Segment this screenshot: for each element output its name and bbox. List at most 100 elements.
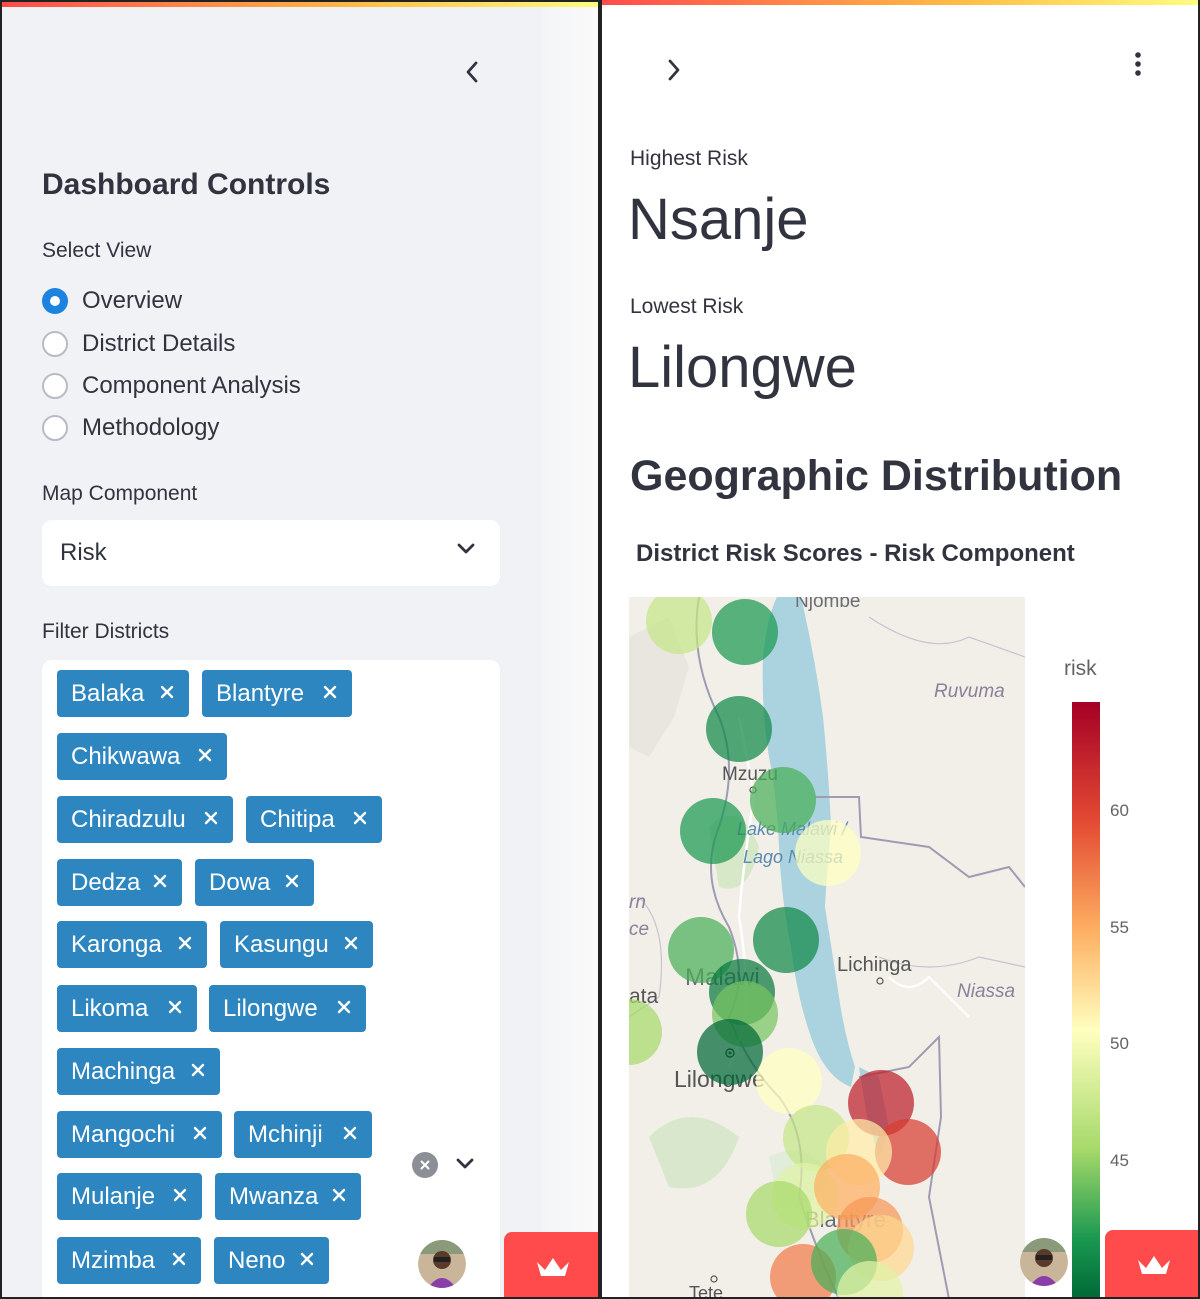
avatar[interactable] xyxy=(418,1240,466,1288)
select-value: Risk xyxy=(60,539,107,566)
district-chip[interactable]: Blantyre xyxy=(202,670,352,717)
close-icon[interactable] xyxy=(334,997,354,1017)
lowest-risk-label: Lowest Risk xyxy=(630,295,744,318)
main-panel: Highest Risk Nsanje Lowest Risk Lilongwe… xyxy=(602,0,1200,1299)
district-marker[interactable] xyxy=(629,999,662,1065)
district-marker[interactable] xyxy=(746,1181,812,1247)
close-icon[interactable] xyxy=(201,808,221,828)
lowest-risk-value: Lilongwe xyxy=(628,335,857,400)
district-chip[interactable]: Karonga xyxy=(57,921,207,968)
deploy-button[interactable] xyxy=(504,1232,598,1297)
radio-unselected-icon xyxy=(42,373,68,399)
close-icon[interactable] xyxy=(150,871,170,891)
close-icon[interactable] xyxy=(169,1249,189,1269)
district-chip[interactable]: Mwanza xyxy=(215,1173,361,1220)
district-chip[interactable]: Mchinji xyxy=(234,1111,372,1158)
district-chip[interactable]: Machinga xyxy=(57,1048,220,1095)
district-chip[interactable]: Likoma xyxy=(57,985,197,1032)
colorbar-tick: 45 xyxy=(1110,1151,1129,1170)
chevron-left-icon xyxy=(466,61,478,83)
district-marker[interactable] xyxy=(753,907,819,973)
radio-label: Methodology xyxy=(82,414,220,441)
radio-overview[interactable]: Overview xyxy=(42,286,182,316)
close-icon[interactable] xyxy=(340,1123,360,1143)
district-chip[interactable]: Dedza xyxy=(57,859,182,906)
chip-label: Lilongwe xyxy=(223,994,318,1022)
chip-label: Dedza xyxy=(71,868,141,896)
chip-label: Mulanje xyxy=(71,1182,156,1210)
sidebar: Dashboard Controls Select View Overview … xyxy=(0,0,600,1299)
deploy-button[interactable] xyxy=(1105,1230,1198,1297)
district-marker[interactable] xyxy=(756,1048,822,1114)
colorbar xyxy=(1072,702,1100,1297)
district-chip[interactable]: Balaka xyxy=(57,670,189,717)
chip-label: Kasungu xyxy=(234,930,329,958)
district-chip[interactable]: Mangochi xyxy=(57,1111,222,1158)
district-marker[interactable] xyxy=(680,798,746,864)
close-icon[interactable] xyxy=(320,682,340,702)
close-icon[interactable] xyxy=(165,997,185,1017)
highest-risk-label: Highest Risk xyxy=(630,147,748,170)
district-chip[interactable]: Lilongwe xyxy=(209,985,366,1032)
region-border xyxy=(868,616,1025,658)
clear-all-icon[interactable] xyxy=(412,1152,438,1178)
district-chip[interactable]: Chiradzulu xyxy=(57,796,233,843)
close-icon[interactable] xyxy=(188,1060,208,1080)
map-label-edge: rn xyxy=(629,892,646,913)
sidebar-edge-shade xyxy=(542,2,598,1297)
expand-sidebar-button[interactable] xyxy=(656,52,692,88)
avatar[interactable] xyxy=(1020,1238,1068,1286)
close-icon[interactable] xyxy=(170,1185,190,1205)
close-icon[interactable] xyxy=(329,1185,349,1205)
chart-title: District Risk Scores - Risk Component xyxy=(636,540,1075,567)
top-decoration-bar xyxy=(2,2,598,7)
radio-label: Component Analysis xyxy=(82,372,301,399)
radio-district-details[interactable]: District Details xyxy=(42,329,235,359)
main-menu-button[interactable] xyxy=(1120,46,1156,82)
kebab-menu-icon xyxy=(1135,52,1141,76)
district-marker[interactable] xyxy=(646,597,712,654)
district-marker[interactable] xyxy=(668,917,734,983)
district-chip[interactable]: Kasungu xyxy=(220,921,373,968)
close-icon[interactable] xyxy=(175,933,195,953)
district-chip[interactable]: Dowa xyxy=(195,859,314,906)
district-marker[interactable] xyxy=(706,696,772,762)
city-marker-icon xyxy=(710,1275,718,1283)
close-icon[interactable] xyxy=(195,745,215,765)
district-chip[interactable]: Mulanje xyxy=(57,1173,202,1220)
radio-methodology[interactable]: Methodology xyxy=(42,413,219,443)
radio-selected-icon xyxy=(42,288,68,314)
district-markers xyxy=(629,597,941,1299)
chevron-down-icon[interactable] xyxy=(454,1152,476,1176)
map-component-label: Map Component xyxy=(42,482,198,505)
collapse-sidebar-button[interactable] xyxy=(454,54,490,90)
colorbar-tick: 60 xyxy=(1110,801,1129,820)
district-marker[interactable] xyxy=(795,820,861,886)
close-icon[interactable] xyxy=(157,682,177,702)
district-marker[interactable] xyxy=(875,1119,941,1185)
top-decoration-bar xyxy=(602,0,1198,5)
sidebar-title: Dashboard Controls xyxy=(42,168,331,201)
district-marker[interactable] xyxy=(750,767,816,833)
close-icon[interactable] xyxy=(350,808,370,828)
close-icon[interactable] xyxy=(282,871,302,891)
district-chip[interactable]: Chikwawa xyxy=(57,733,227,780)
close-icon[interactable] xyxy=(297,1249,317,1269)
map-label-tete: Tete xyxy=(689,1283,723,1299)
map-component-select[interactable]: Risk xyxy=(42,520,500,586)
view-label: Select View xyxy=(42,239,152,262)
district-marker[interactable] xyxy=(837,1261,903,1299)
close-icon[interactable] xyxy=(341,933,361,953)
colorbar-tick: 55 xyxy=(1110,918,1129,937)
chip-label: Machinga xyxy=(71,1057,176,1085)
district-marker[interactable] xyxy=(712,599,778,665)
district-marker[interactable] xyxy=(697,1019,763,1085)
chip-label: Chitipa xyxy=(260,805,335,833)
district-chip[interactable]: Neno xyxy=(214,1237,329,1284)
radio-component-analysis[interactable]: Component Analysis xyxy=(42,371,301,401)
district-chip[interactable]: Chitipa xyxy=(246,796,382,843)
chevron-right-icon xyxy=(668,59,680,81)
district-risk-map[interactable]: Njombe Ruvuma Mzuzu Lake Malawi / Lago N… xyxy=(629,597,1025,1299)
close-icon[interactable] xyxy=(190,1123,210,1143)
district-chip[interactable]: Mzimba xyxy=(57,1237,201,1284)
